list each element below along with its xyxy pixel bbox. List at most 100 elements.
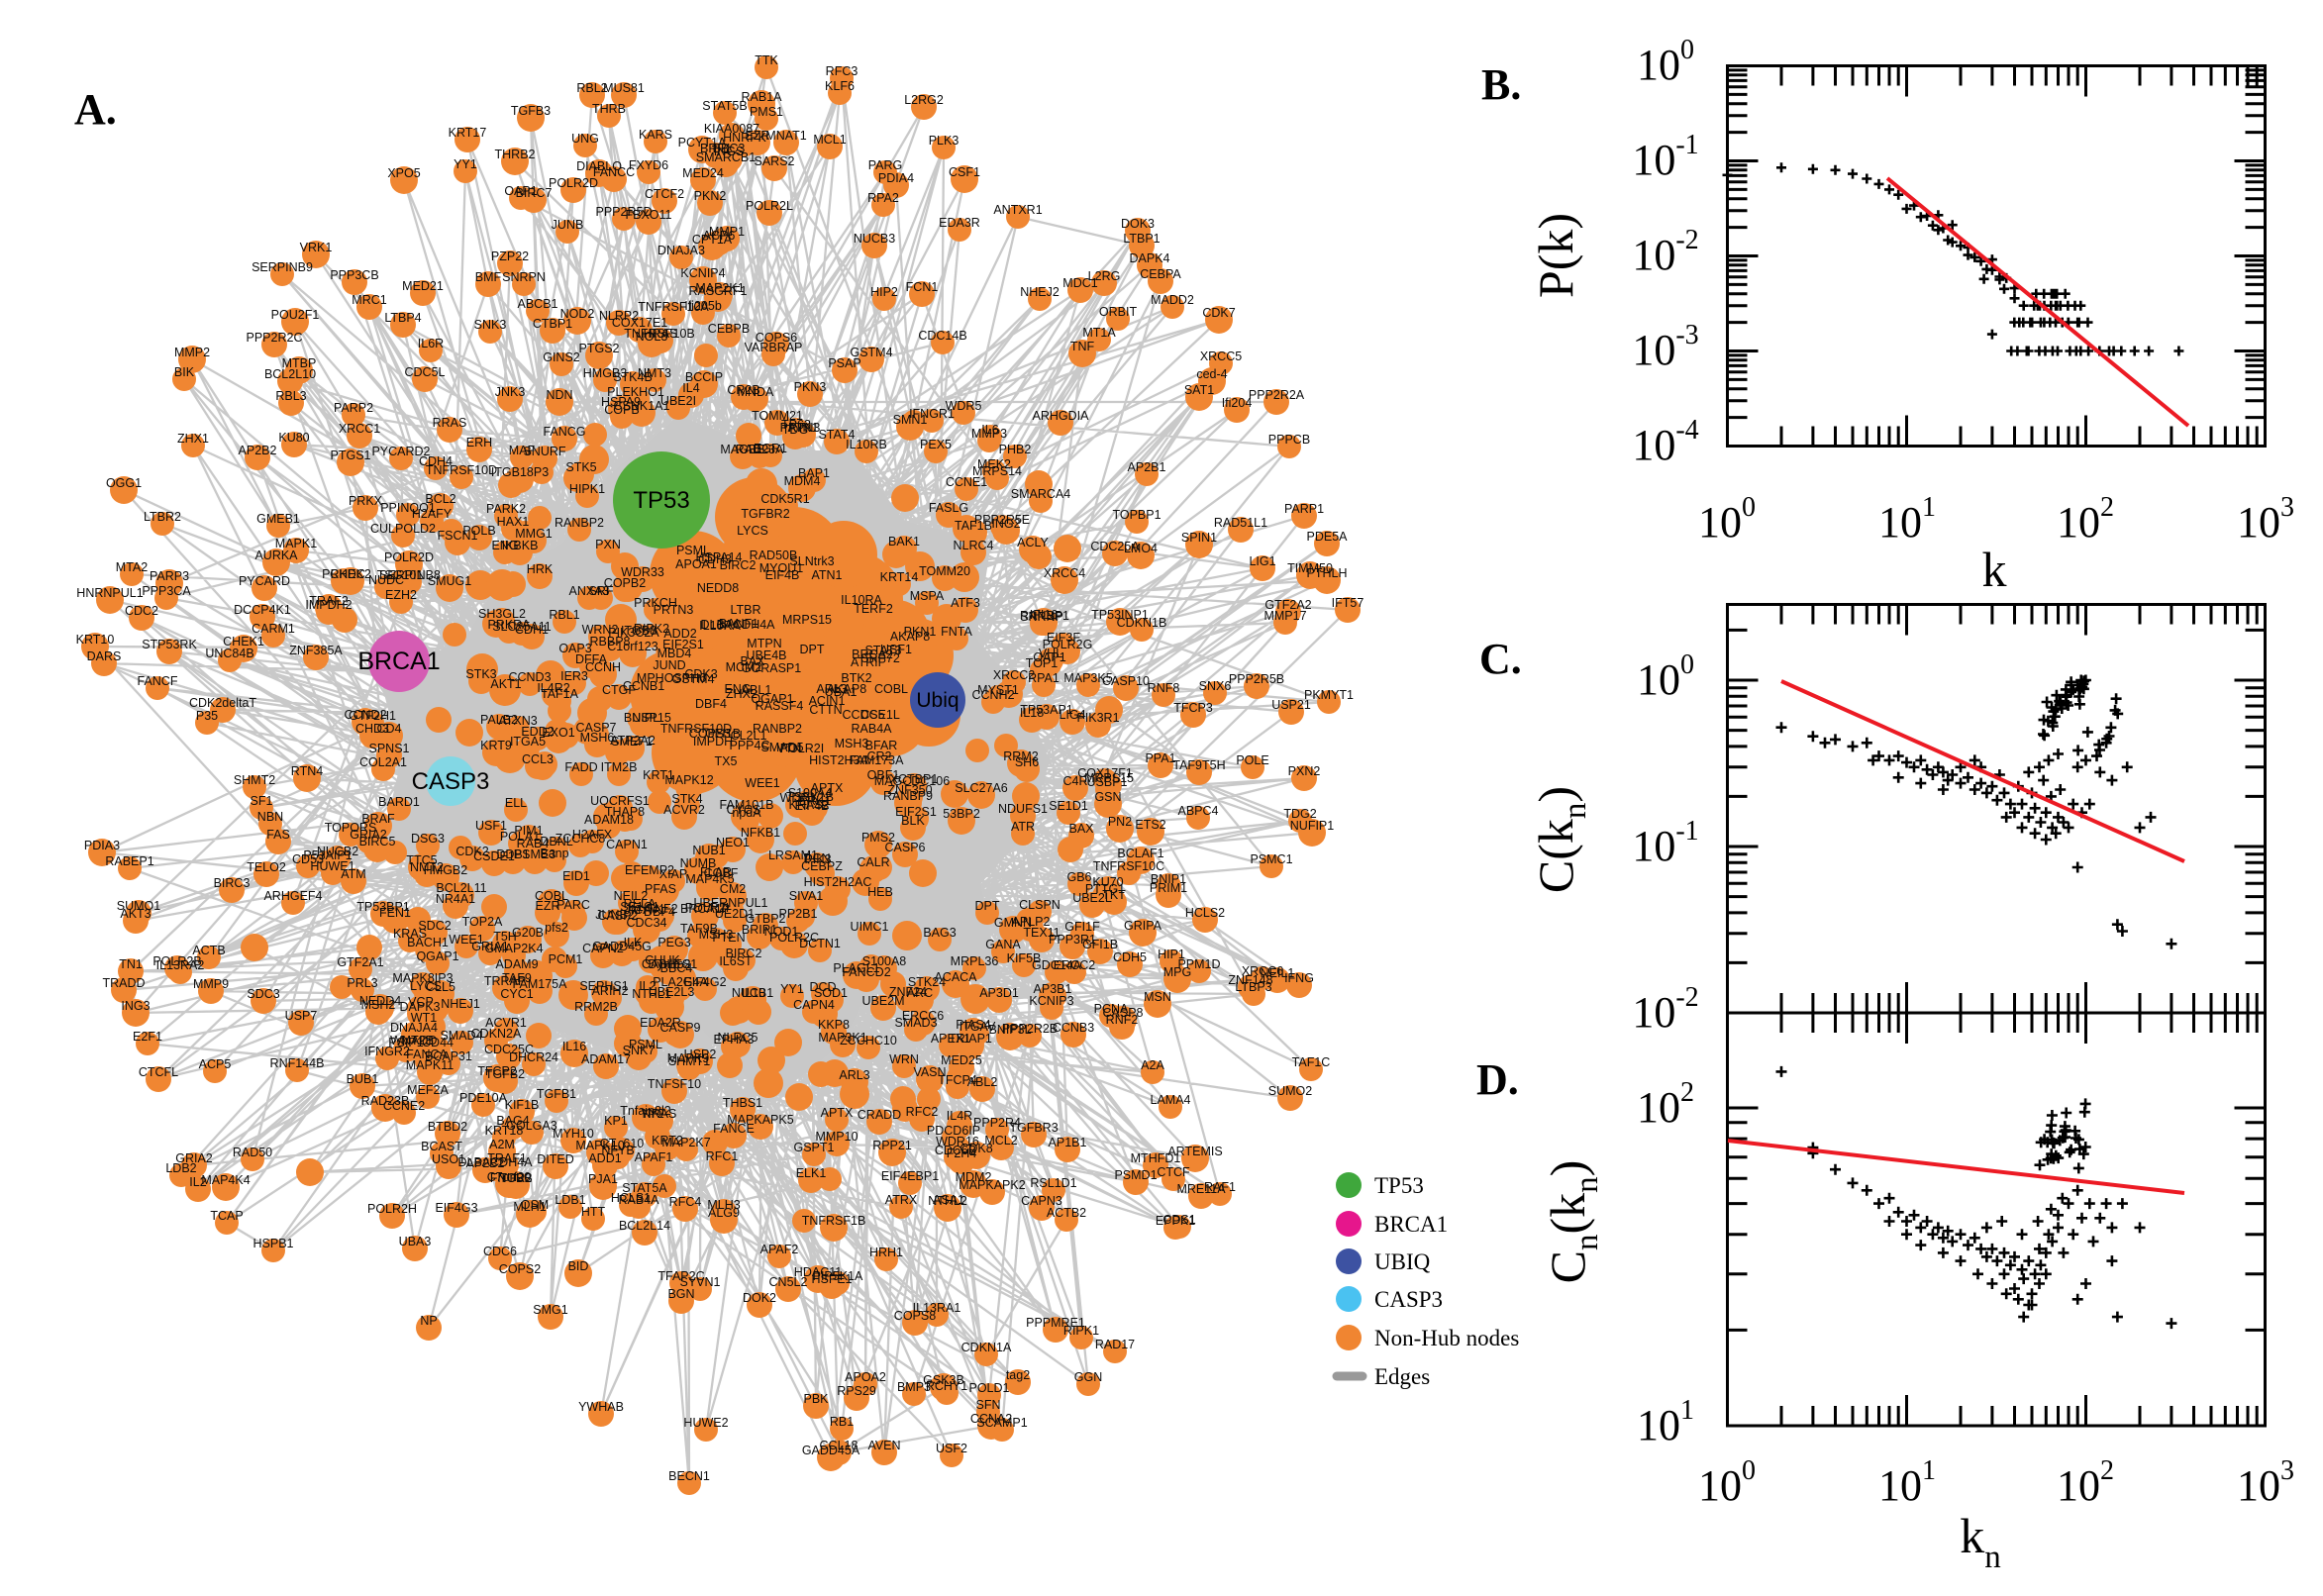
svg-text:PTGS2: PTGS2	[579, 342, 620, 355]
svg-text:EDA3R: EDA3R	[939, 216, 980, 230]
svg-text:MAPK9: MAPK9	[667, 1051, 709, 1065]
svg-text:MAPK1: MAPK1	[275, 537, 317, 550]
svg-text:ACACA: ACACA	[934, 970, 977, 984]
svg-text:APAF2: APAF2	[760, 1243, 799, 1256]
svg-text:CARM1: CARM1	[252, 622, 295, 636]
svg-text:TFAP2C: TFAP2C	[657, 1269, 704, 1283]
svg-text:WDR1: WDR1	[780, 791, 817, 805]
svg-text:EIF4B: EIF4B	[765, 568, 800, 582]
svg-text:IL4: IL4	[682, 381, 699, 395]
svg-text:103: 103	[2237, 1455, 2294, 1510]
svg-text:VASN: VASN	[913, 1065, 946, 1079]
svg-text:ARHGEF4: ARHGEF4	[263, 889, 322, 903]
svg-text:CT_610: CT_610	[600, 1137, 645, 1150]
svg-text:Ubiq: Ubiq	[916, 689, 959, 712]
svg-text:CDK3: CDK3	[684, 667, 717, 681]
svg-text:SE1C1: SE1C1	[620, 900, 659, 914]
svg-text:S100A8: S100A8	[862, 954, 907, 968]
svg-text:BCL2L10: BCL2L10	[264, 367, 316, 381]
svg-text:PPP2R2B: PPP2R2B	[1002, 1022, 1058, 1036]
svg-text:THBS1: THBS1	[723, 1096, 762, 1110]
svg-text:CASP10: CASP10	[1102, 674, 1150, 688]
svg-text:CYC1: CYC1	[500, 987, 533, 1001]
svg-text:MTHFD1: MTHFD1	[1131, 1151, 1181, 1165]
svg-text:RAB4A: RAB4A	[852, 722, 893, 736]
svg-text:TKT: TKT	[1102, 888, 1126, 902]
svg-text:TN1: TN1	[119, 957, 143, 971]
svg-text:CCNE1: CCNE1	[946, 475, 987, 489]
svg-text:EGR1: EGR1	[754, 442, 787, 455]
svg-text:XRCC4: XRCC4	[1044, 566, 1085, 580]
svg-text:PFAS: PFAS	[645, 882, 676, 896]
svg-text:PEX5: PEX5	[920, 438, 952, 451]
svg-text:PMS2: PMS2	[861, 831, 895, 845]
svg-text:POLR2L: POLR2L	[746, 199, 793, 213]
svg-text:NHEJ1: NHEJ1	[441, 997, 480, 1011]
svg-text:P53AIP1: P53AIP1	[303, 848, 352, 862]
svg-text:KIF5B: KIF5B	[1007, 951, 1042, 965]
svg-text:BUB1: BUB1	[347, 1072, 379, 1086]
svg-text:MED24: MED24	[682, 166, 724, 180]
svg-text:SPNS1: SPNS1	[369, 742, 410, 755]
svg-text:VARBRAP: VARBRAP	[745, 341, 803, 354]
svg-text:POLR2C: POLR2C	[769, 931, 819, 945]
svg-text:ADAM9: ADAM9	[495, 957, 538, 971]
svg-text:BIRC7: BIRC7	[516, 186, 553, 200]
svg-text:PARP2: PARP2	[334, 401, 373, 415]
svg-text:FCN1: FCN1	[906, 280, 939, 294]
svg-text:CSDE1: CSDE1	[473, 849, 515, 863]
svg-text:TOP1: TOP1	[1026, 656, 1058, 670]
svg-text:ITM2B: ITM2B	[601, 760, 638, 774]
svg-text:AP2B2: AP2B2	[466, 1156, 505, 1170]
svg-text:ORBIT: ORBIT	[1099, 305, 1138, 319]
svg-text:CYCS: CYCS	[727, 803, 761, 817]
svg-text:NEDD8: NEDD8	[697, 581, 739, 595]
svg-text:CTCF2: CTCF2	[645, 187, 684, 201]
svg-text:PLEKHO1: PLEKHO1	[607, 385, 664, 399]
svg-text:PPP2R2C: PPP2R2C	[247, 331, 303, 345]
svg-text:ZNF24: ZNF24	[889, 985, 927, 999]
svg-text:Edges: Edges	[1374, 1364, 1430, 1389]
svg-text:BBC3: BBC3	[713, 142, 746, 155]
svg-text:CHEK2: CHEK2	[330, 567, 371, 581]
svg-text:HCLS1: HCLS1	[611, 1191, 651, 1205]
svg-text:WRN: WRN	[889, 1052, 919, 1066]
svg-text:ABPC4: ABPC4	[1178, 804, 1219, 818]
svg-text:MPG: MPG	[1163, 965, 1191, 979]
svg-text:MMP1: MMP1	[709, 225, 745, 239]
svg-text:ARL3: ARL3	[839, 1068, 869, 1082]
svg-text:USP21: USP21	[1271, 698, 1311, 712]
svg-text:ELK1: ELK1	[796, 1166, 827, 1180]
svg-text:HIST2H2AC: HIST2H2AC	[804, 875, 872, 889]
svg-text:UNG: UNG	[571, 132, 599, 146]
svg-text:THAP8: THAP8	[605, 805, 645, 819]
svg-text:SH3GL2: SH3GL2	[478, 607, 526, 621]
svg-text:BRF1: BRF1	[700, 142, 732, 155]
svg-text:H2AFY: H2AFY	[412, 507, 453, 521]
svg-text:APEX1: APEX1	[931, 1032, 970, 1046]
svg-text:FASLG: FASLG	[929, 501, 968, 515]
svg-text:CHUK: CHUK	[645, 953, 680, 967]
svg-text:RSL1D1: RSL1D1	[1030, 1176, 1076, 1190]
svg-text:CM2: CM2	[720, 882, 746, 896]
svg-text:GRIA2: GRIA2	[350, 828, 387, 842]
svg-text:STK4: STK4	[671, 792, 702, 806]
svg-text:PRKDC: PRKDC	[322, 567, 365, 581]
svg-text:MYOU1: MYOU1	[759, 561, 804, 575]
svg-text:STAT5A: STAT5A	[622, 1181, 667, 1195]
svg-text:ARHGDIA: ARHGDIA	[1033, 409, 1090, 423]
svg-text:BRCA1: BRCA1	[357, 648, 440, 675]
svg-text:FEN1: FEN1	[379, 906, 411, 920]
svg-text:RAB4A: RAB4A	[619, 1193, 660, 1207]
svg-text:YY1: YY1	[454, 157, 477, 171]
svg-text:MCM2: MCM2	[726, 660, 762, 674]
svg-text:TFCP2: TFCP2	[477, 1064, 517, 1078]
svg-text:RNF144B: RNF144B	[270, 1056, 325, 1070]
svg-text:GFI1F: GFI1F	[1064, 920, 1100, 934]
svg-text:CD4: CD4	[376, 722, 401, 736]
svg-text:FADD: FADD	[564, 760, 597, 774]
svg-text:tag2: tag2	[1006, 1368, 1030, 1382]
svg-text:DAPK3: DAPK3	[400, 1000, 441, 1014]
svg-text:ABL1: ABL1	[742, 683, 772, 697]
svg-text:CRADD: CRADD	[858, 1108, 901, 1122]
